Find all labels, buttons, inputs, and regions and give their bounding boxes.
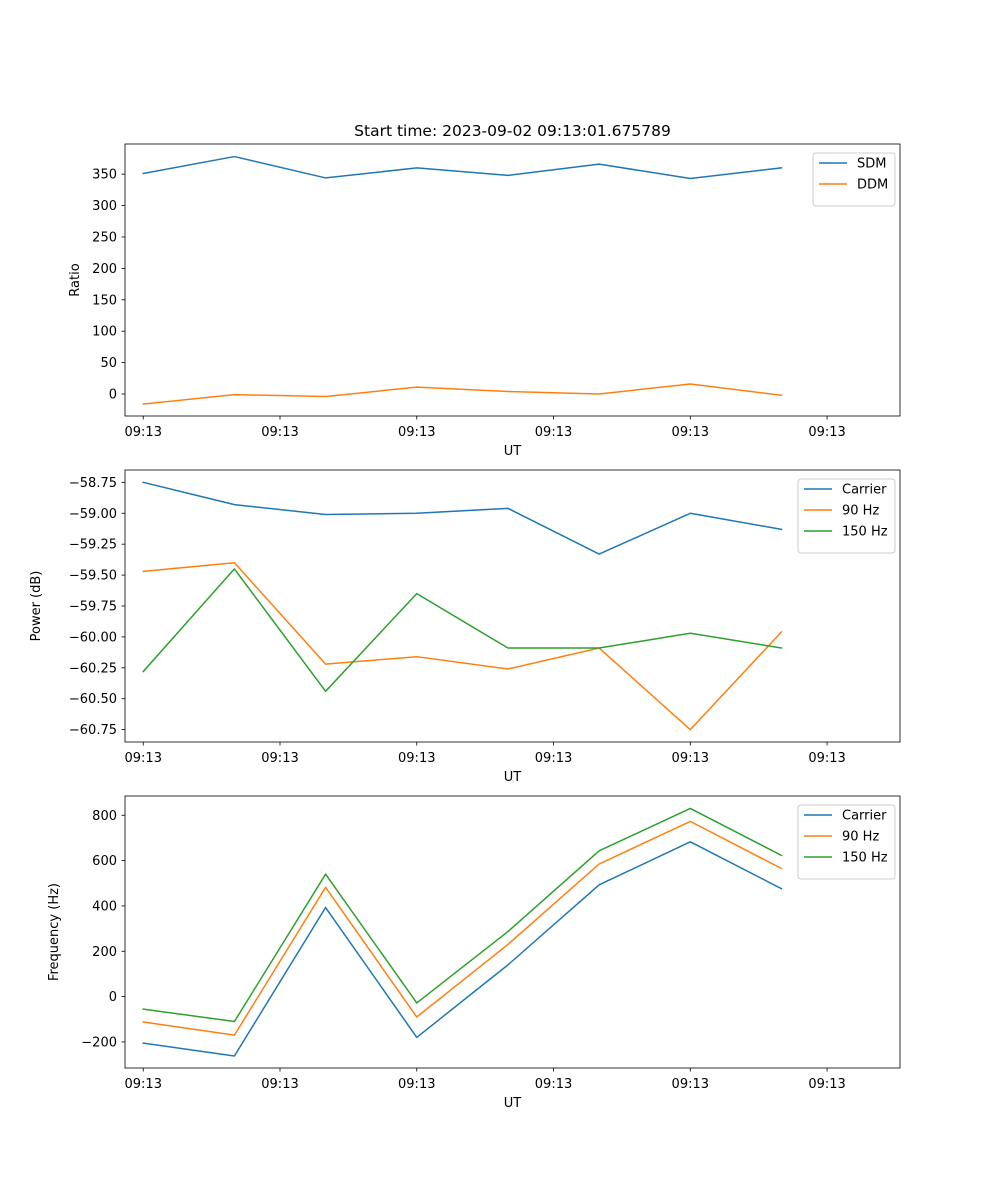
series-line-90-hz — [142, 561, 783, 731]
x-tick-label: 09:13 — [125, 425, 162, 440]
legend-entry-label: 150 Hz — [842, 851, 888, 866]
y-tick-label: 800 — [92, 809, 117, 824]
y-tick-label: 150 — [92, 293, 117, 308]
series-line-sdm — [142, 155, 783, 180]
x-tick-label: 09:13 — [125, 1077, 162, 1092]
y-tick-label: −60.75 — [69, 723, 117, 738]
y-tick-label: −60.25 — [69, 661, 117, 676]
x-tick-label: 09:13 — [125, 751, 162, 766]
series-line-ddm — [142, 383, 783, 405]
y-tick-label: −60.00 — [69, 630, 117, 645]
legend-entry-label: SDM — [857, 157, 886, 172]
y-tick-label: −60.50 — [69, 692, 117, 707]
x-axis-label: UT — [504, 1096, 522, 1111]
series-line-90-hz — [142, 820, 783, 1036]
series-line-150-hz — [142, 807, 783, 1023]
figure-title: Start time: 2023-09-02 09:13:01.675789 — [354, 122, 671, 140]
y-tick-label: −58.75 — [69, 476, 117, 491]
y-tick-label: 300 — [92, 199, 117, 214]
legend-box — [797, 478, 896, 554]
y-tick-label: −59.50 — [69, 569, 117, 584]
y-tick-label: 350 — [92, 168, 117, 183]
x-tick-label: 09:13 — [261, 1077, 298, 1092]
series-line-150-hz — [142, 568, 783, 693]
x-tick-label: 09:13 — [261, 425, 298, 440]
legend-entry-label: 90 Hz — [842, 830, 879, 845]
y-tick-label: 0 — [109, 990, 117, 1005]
x-tick-label: 09:13 — [535, 1077, 572, 1092]
series-line-carrier — [142, 841, 783, 1057]
x-tick-label: 09:13 — [398, 425, 435, 440]
y-tick-label: 100 — [92, 325, 117, 340]
y-tick-label: 0 — [109, 388, 117, 403]
legend-entry-label: 150 Hz — [842, 525, 888, 540]
x-tick-label: 09:13 — [398, 1077, 435, 1092]
legend-entry-label: Carrier — [842, 809, 887, 824]
legend-entry-label: 90 Hz — [842, 504, 879, 519]
y-tick-label: −59.25 — [69, 538, 117, 553]
y-tick-label: −200 — [81, 1035, 117, 1050]
x-axis-label: UT — [504, 444, 522, 459]
x-tick-label: 09:13 — [808, 1077, 845, 1092]
y-tick-label: 200 — [92, 945, 117, 960]
x-tick-label: 09:13 — [808, 425, 845, 440]
legend: Carrier 90 Hz 150 Hz — [797, 804, 896, 880]
chart-panel-1: 09:13 09:13 09:13 09:13 09:13 09:13 0 50 100 150 2… — [68, 143, 901, 459]
chart-panel-2: 09:13 09:13 09:13 09:13 09:13 09:13 −58.75 −59.… — [29, 469, 901, 785]
y-tick-label: 50 — [100, 356, 117, 371]
y-tick-label: 600 — [92, 854, 117, 869]
x-tick-label: 09:13 — [672, 751, 709, 766]
x-axis-label: UT — [504, 770, 522, 785]
x-tick-label: 09:13 — [261, 751, 298, 766]
legend-entry-label: Carrier — [842, 483, 887, 498]
series-line-carrier — [142, 481, 783, 555]
x-tick-label: 09:13 — [398, 751, 435, 766]
y-tick-label: 200 — [92, 262, 117, 277]
x-tick-label: 09:13 — [535, 425, 572, 440]
x-tick-label: 09:13 — [808, 751, 845, 766]
y-axis-label: Frequency (Hz) — [47, 883, 62, 981]
y-tick-label: −59.75 — [69, 600, 117, 615]
legend-box — [797, 804, 896, 880]
y-tick-label: 400 — [92, 899, 117, 914]
chart-panel-3: 09:13 09:13 09:13 09:13 09:13 09:13 −200 0 200 40… — [47, 795, 901, 1111]
x-tick-label: 09:13 — [535, 751, 572, 766]
y-axis-label: Ratio — [68, 263, 83, 296]
axes-frame — [124, 795, 901, 1069]
y-tick-label: 250 — [92, 230, 117, 245]
x-tick-label: 09:13 — [672, 1077, 709, 1092]
legend-box — [812, 152, 896, 207]
legend: Carrier 90 Hz 150 Hz — [797, 478, 896, 554]
y-tick-label: −59.00 — [69, 507, 117, 522]
y-axis-label: Power (dB) — [29, 571, 44, 642]
legend-entry-label: DDM — [857, 178, 888, 193]
x-tick-label: 09:13 — [672, 425, 709, 440]
axes-frame — [124, 143, 901, 417]
legend: SDM DDM — [812, 152, 896, 207]
